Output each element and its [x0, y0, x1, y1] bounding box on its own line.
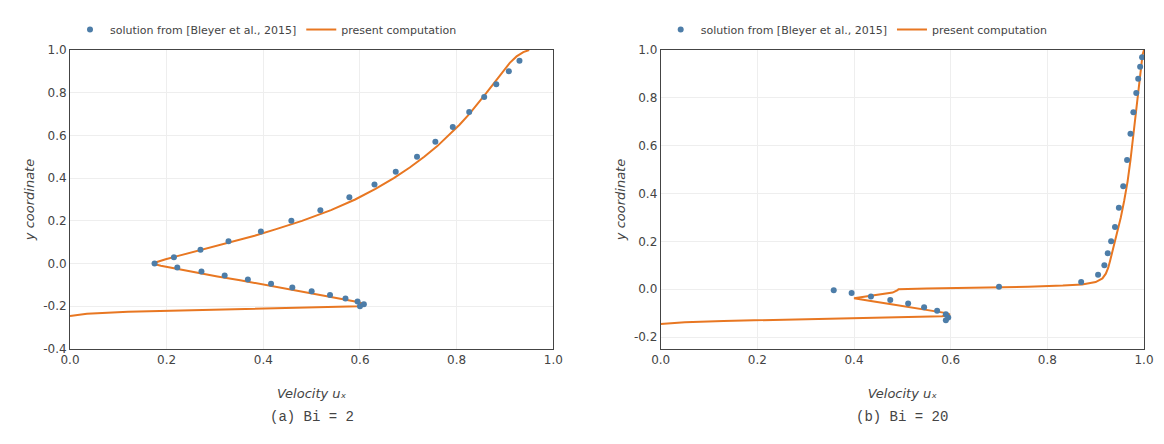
svg-text:-0.2: -0.2	[43, 299, 66, 313]
svg-text:Velocity uₓ: Velocity uₓ	[868, 386, 938, 401]
svg-text:0.4: 0.4	[638, 187, 657, 201]
svg-text:0.2: 0.2	[157, 353, 176, 367]
svg-text:0.6: 0.6	[350, 353, 369, 367]
svg-text:-0.4: -0.4	[43, 342, 66, 356]
svg-text:(b) Bi = 20: (b) Bi = 20	[856, 409, 948, 425]
svg-text:present computation: present computation	[932, 24, 1047, 37]
svg-text:y coordinate: y coordinate	[22, 159, 37, 241]
svg-text:0.0: 0.0	[48, 257, 67, 271]
svg-text:0.4: 0.4	[48, 171, 67, 185]
svg-text:1.0: 1.0	[638, 43, 657, 57]
svg-text:(a) Bi = 2: (a) Bi = 2	[270, 409, 354, 425]
svg-text:0.2: 0.2	[748, 353, 767, 367]
svg-text:1.0: 1.0	[48, 43, 67, 57]
svg-text:0.6: 0.6	[941, 353, 960, 367]
svg-text:Velocity uₓ: Velocity uₓ	[277, 386, 347, 401]
svg-text:y coordinate: y coordinate	[613, 159, 628, 241]
svg-text:0.0: 0.0	[651, 353, 670, 367]
svg-text:0.8: 0.8	[1038, 353, 1057, 367]
svg-text:0.4: 0.4	[254, 353, 273, 367]
svg-text:0.6: 0.6	[48, 129, 67, 143]
svg-text:1.0: 1.0	[544, 353, 563, 367]
svg-text:0.0: 0.0	[638, 282, 657, 296]
svg-text:1.0: 1.0	[1134, 353, 1153, 367]
svg-text:solution from [Bleyer et al.,: solution from [Bleyer et al., 2015]	[701, 24, 887, 37]
svg-text:0.8: 0.8	[447, 353, 466, 367]
svg-text:0.6: 0.6	[638, 139, 657, 153]
svg-text:0.8: 0.8	[638, 91, 657, 105]
svg-text:0.4: 0.4	[844, 353, 863, 367]
svg-text:present computation: present computation	[341, 24, 456, 37]
svg-text:0.2: 0.2	[48, 214, 67, 228]
svg-text:0.0: 0.0	[60, 353, 79, 367]
svg-text:0.2: 0.2	[638, 235, 657, 249]
svg-text:0.8: 0.8	[48, 86, 67, 100]
svg-text:-0.2: -0.2	[634, 330, 657, 344]
svg-text:solution from [Bleyer et al.,: solution from [Bleyer et al., 2015]	[110, 24, 296, 37]
